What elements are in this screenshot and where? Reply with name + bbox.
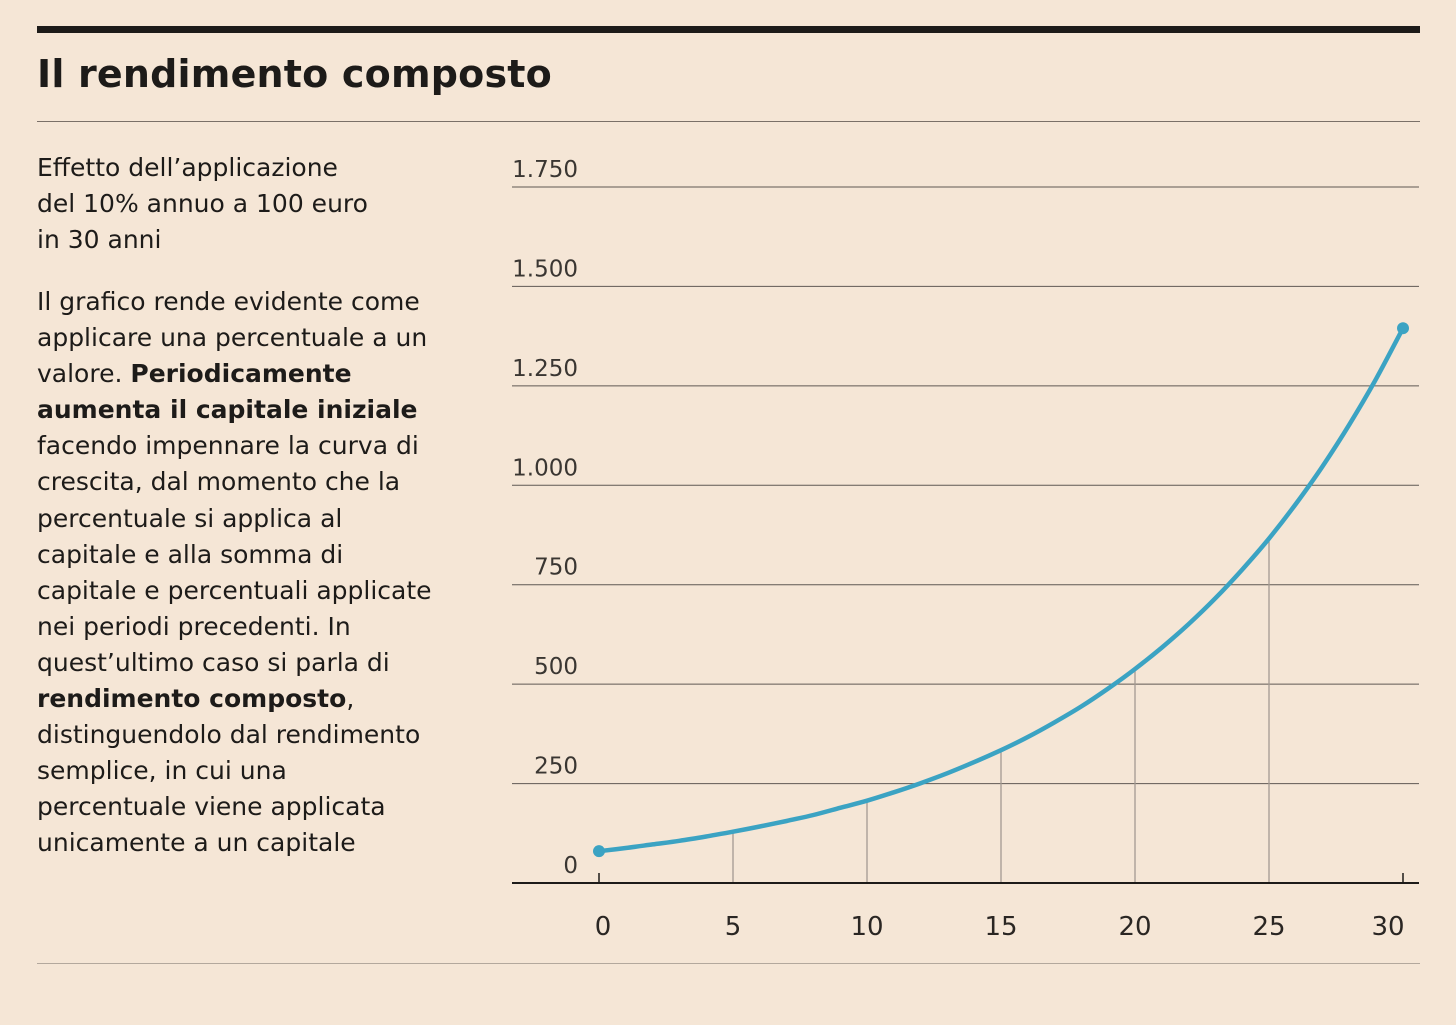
x-tick-label: 10 xyxy=(850,912,883,942)
description-part: , distinguendolo dal rendimento semplice… xyxy=(37,684,421,858)
subtitle-line: in 30 anni xyxy=(37,225,162,254)
y-tick-label: 0 xyxy=(563,853,578,879)
x-tick-label: 20 xyxy=(1118,912,1151,942)
x-tick-label: 0 xyxy=(595,912,612,942)
y-tick-label: 750 xyxy=(534,555,578,581)
x-tick-label: 15 xyxy=(984,912,1017,942)
description-part: Il grafico rende evidente come applicare… xyxy=(37,287,428,389)
x-tick-label: 30 xyxy=(1371,912,1404,942)
x-tick-label: 25 xyxy=(1252,912,1285,942)
bottom-divider xyxy=(37,963,1420,964)
y-tick-label: 1.500 xyxy=(512,256,578,282)
subtitle-line: Effetto dell’applicazione xyxy=(37,153,338,182)
data-point xyxy=(1397,322,1409,335)
y-tick-label: 250 xyxy=(534,754,578,780)
y-tick-label: 1.250 xyxy=(512,356,578,382)
description-emphasis: Periodicamente aumenta il capitale inizi… xyxy=(37,359,418,425)
y-tick-label: 500 xyxy=(534,654,578,680)
description-part: facendo impennare la curva di crescita, … xyxy=(37,431,432,677)
x-tick-label: 5 xyxy=(725,912,742,942)
chart-title: Il rendimento composto xyxy=(37,52,552,96)
chart-subtitle: Effetto dell’applicazione del 10% annuo … xyxy=(37,150,437,258)
top-rule xyxy=(37,26,1420,33)
subtitle-line: del 10% annuo a 100 euro xyxy=(37,189,368,218)
description-emphasis: rendimento composto xyxy=(37,684,347,714)
description-text: Il grafico rende evidente come applicare… xyxy=(37,284,437,862)
y-tick-label: 1.750 xyxy=(512,157,578,183)
series-line xyxy=(596,325,1406,854)
title-divider xyxy=(37,121,1420,122)
data-point xyxy=(593,845,605,858)
y-tick-label: 1.000 xyxy=(512,455,578,481)
